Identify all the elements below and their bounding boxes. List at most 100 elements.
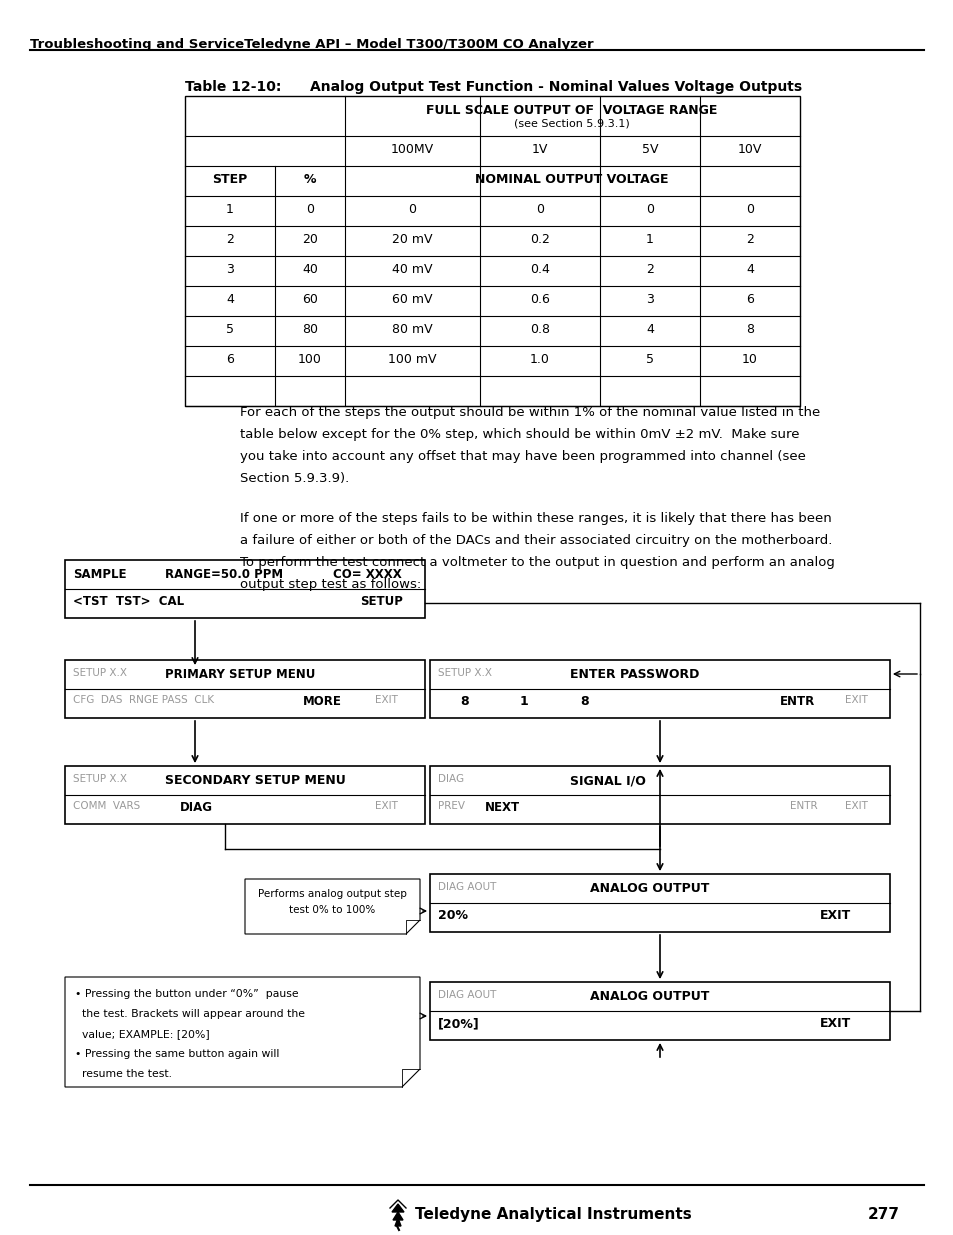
- Text: NEXT: NEXT: [484, 802, 519, 814]
- Text: output step test as follows:: output step test as follows:: [240, 578, 421, 592]
- Text: 10: 10: [741, 353, 757, 366]
- Text: To perform the test connect a voltmeter to the output in question and perform an: To perform the test connect a voltmeter …: [240, 556, 834, 569]
- Text: 3: 3: [226, 263, 233, 275]
- Text: 0: 0: [745, 203, 753, 216]
- Text: STEP: STEP: [213, 173, 248, 186]
- Text: DIAG: DIAG: [180, 802, 213, 814]
- Text: 2: 2: [745, 233, 753, 246]
- Text: For each of the steps the output should be within 1% of the nominal value listed: For each of the steps the output should …: [240, 406, 820, 419]
- Text: ENTER PASSWORD: ENTER PASSWORD: [569, 668, 699, 680]
- Text: ENTR: ENTR: [780, 695, 815, 708]
- Text: EXIT: EXIT: [844, 695, 867, 705]
- Text: CO= XXXX: CO= XXXX: [333, 568, 401, 580]
- Text: you take into account any offset that may have been programmed into channel (see: you take into account any offset that ma…: [240, 450, 805, 463]
- Text: Table 12-10:: Table 12-10:: [185, 80, 281, 94]
- Text: 0: 0: [645, 203, 654, 216]
- Text: Troubleshooting and ServiceTeledyne API – Model T300/T300M CO Analyzer: Troubleshooting and ServiceTeledyne API …: [30, 38, 593, 51]
- Text: ENTR: ENTR: [789, 802, 817, 811]
- Text: SECONDARY SETUP MENU: SECONDARY SETUP MENU: [165, 774, 345, 787]
- Text: 40 mV: 40 mV: [392, 263, 432, 275]
- Text: Analog Output Test Function - Nominal Values Voltage Outputs: Analog Output Test Function - Nominal Va…: [310, 80, 801, 94]
- Text: EXIT: EXIT: [375, 802, 397, 811]
- Bar: [430, 766, 889, 824]
- Text: 6: 6: [745, 293, 753, 306]
- Text: Section 5.9.3.9).: Section 5.9.3.9).: [240, 472, 349, 485]
- Text: CFG  DAS  RNGE PASS  CLK: CFG DAS RNGE PASS CLK: [73, 695, 220, 705]
- Text: 2: 2: [226, 233, 233, 246]
- Text: 80: 80: [302, 324, 317, 336]
- Text: table below except for the 0% step, which should be within 0mV ±2 mV.  Make sure: table below except for the 0% step, whic…: [240, 429, 799, 441]
- Text: EXIT: EXIT: [375, 695, 397, 705]
- Text: 40: 40: [302, 263, 317, 275]
- Text: 6: 6: [226, 353, 233, 366]
- Text: 0.2: 0.2: [530, 233, 549, 246]
- Text: a failure of either or both of the DACs and their associated circuitry on the mo: a failure of either or both of the DACs …: [240, 534, 832, 547]
- Text: Performs analog output step: Performs analog output step: [257, 889, 406, 899]
- Text: • Pressing the same button again will: • Pressing the same button again will: [75, 1049, 279, 1058]
- Text: 0: 0: [536, 203, 543, 216]
- Text: 277: 277: [867, 1207, 899, 1221]
- Text: SAMPLE: SAMPLE: [73, 568, 127, 580]
- Text: 60 mV: 60 mV: [392, 293, 432, 306]
- Text: SETUP: SETUP: [359, 595, 402, 608]
- Text: If one or more of the steps fails to be within these ranges, it is likely that t: If one or more of the steps fails to be …: [240, 513, 831, 525]
- Text: 100: 100: [297, 353, 321, 366]
- Text: 5: 5: [226, 324, 233, 336]
- Text: test 0% to 100%: test 0% to 100%: [289, 905, 375, 915]
- Text: 4: 4: [226, 293, 233, 306]
- Text: 100 mV: 100 mV: [387, 353, 436, 366]
- Text: 0: 0: [408, 203, 416, 216]
- Text: 60: 60: [302, 293, 317, 306]
- Text: value; EXAMPLE: [20%]: value; EXAMPLE: [20%]: [75, 1029, 210, 1039]
- Polygon shape: [392, 1204, 403, 1212]
- Text: RANGE=50.0 PPM: RANGE=50.0 PPM: [165, 568, 283, 580]
- Text: 4: 4: [645, 324, 653, 336]
- Text: FULL SCALE OUTPUT OF  VOLTAGE RANGE: FULL SCALE OUTPUT OF VOLTAGE RANGE: [426, 104, 717, 117]
- Text: 8: 8: [459, 695, 468, 708]
- Text: 20: 20: [302, 233, 317, 246]
- Text: resume the test.: resume the test.: [75, 1070, 172, 1079]
- Text: 1.0: 1.0: [530, 353, 549, 366]
- Text: 3: 3: [645, 293, 653, 306]
- Text: SIGNAL I/O: SIGNAL I/O: [569, 774, 645, 787]
- Text: PREV: PREV: [437, 802, 471, 811]
- Polygon shape: [395, 1218, 400, 1226]
- Text: 2: 2: [645, 263, 653, 275]
- Text: MORE: MORE: [303, 695, 341, 708]
- Text: <TST  TST>  CAL: <TST TST> CAL: [73, 595, 184, 608]
- Text: 20%: 20%: [437, 909, 468, 923]
- Text: ANALOG OUTPUT: ANALOG OUTPUT: [589, 990, 709, 1003]
- Text: 5: 5: [645, 353, 654, 366]
- Text: (see Section 5.9.3.1): (see Section 5.9.3.1): [514, 119, 629, 128]
- Text: SETUP X.X: SETUP X.X: [437, 668, 492, 678]
- Text: 4: 4: [745, 263, 753, 275]
- Text: COMM  VARS: COMM VARS: [73, 802, 147, 811]
- Text: 8: 8: [745, 324, 753, 336]
- Text: SETUP X.X: SETUP X.X: [73, 774, 127, 784]
- Text: 5V: 5V: [641, 143, 658, 156]
- Text: ANALOG OUTPUT: ANALOG OUTPUT: [589, 882, 709, 895]
- Text: DIAG AOUT: DIAG AOUT: [437, 990, 496, 1000]
- Text: 100MV: 100MV: [390, 143, 433, 156]
- Text: 0.6: 0.6: [530, 293, 549, 306]
- Text: 1: 1: [645, 233, 653, 246]
- Text: 20 mV: 20 mV: [392, 233, 432, 246]
- Text: %: %: [303, 173, 315, 186]
- Text: DIAG: DIAG: [437, 774, 464, 784]
- Bar: [65, 766, 424, 824]
- Text: 80 mV: 80 mV: [392, 324, 432, 336]
- Polygon shape: [393, 1212, 402, 1220]
- Polygon shape: [245, 879, 419, 934]
- Bar: [65, 559, 424, 618]
- Text: PRIMARY SETUP MENU: PRIMARY SETUP MENU: [165, 668, 315, 680]
- Text: 0.4: 0.4: [530, 263, 549, 275]
- Text: 10V: 10V: [737, 143, 761, 156]
- Text: NOMINAL OUTPUT VOLTAGE: NOMINAL OUTPUT VOLTAGE: [475, 173, 668, 186]
- Bar: [65, 659, 424, 718]
- Text: EXIT: EXIT: [820, 909, 850, 923]
- Bar: [430, 874, 889, 932]
- Bar: [185, 96, 800, 406]
- Text: 1V: 1V: [531, 143, 548, 156]
- Text: SETUP X.X: SETUP X.X: [73, 668, 127, 678]
- Bar: [430, 982, 889, 1040]
